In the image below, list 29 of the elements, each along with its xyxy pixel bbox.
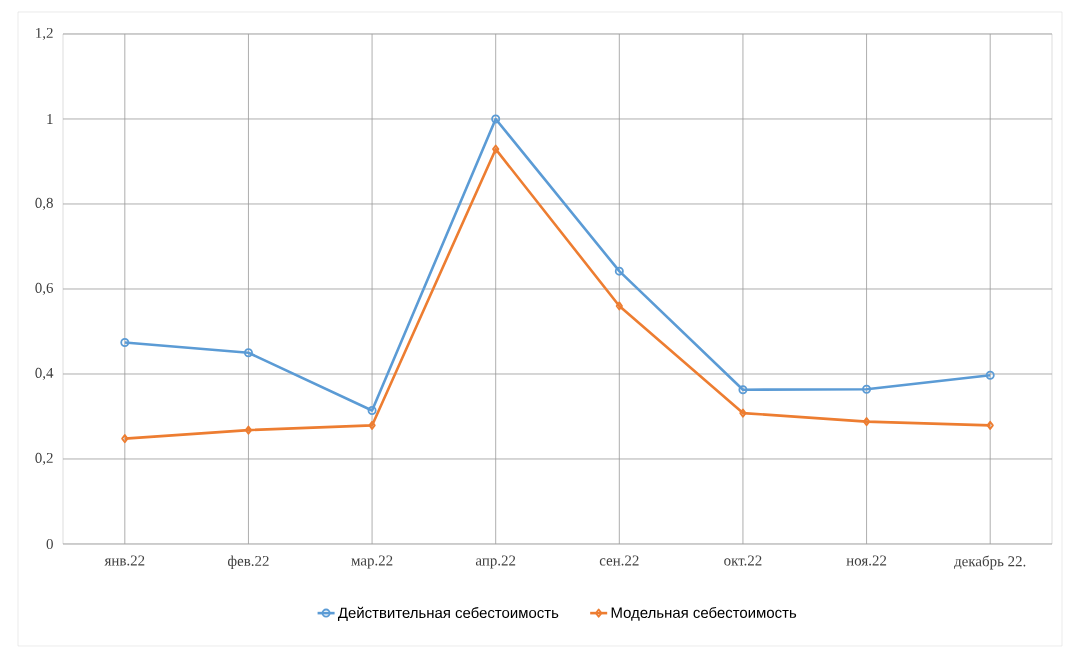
point	[614, 266, 624, 276]
x-tick-label: сен.22	[599, 555, 639, 566]
point	[738, 385, 748, 395]
y-tick-label: 0,6	[35, 282, 54, 296]
point	[491, 114, 501, 124]
point	[739, 408, 747, 418]
point	[615, 301, 623, 311]
point	[492, 144, 500, 154]
x-tick-label: янв.22	[104, 555, 145, 566]
x-tick-label: мар.22	[351, 555, 393, 569]
x-tick-label: фев.22	[227, 555, 269, 570]
y-tick-label: 0,4	[35, 367, 54, 381]
y-tick-label: 1,2	[36, 27, 53, 41]
y-tick-label: 0,8	[35, 197, 53, 211]
point	[243, 348, 253, 358]
point	[244, 425, 253, 435]
x-tick-label: апр.22	[475, 555, 516, 569]
y-tick-label: 0,2	[35, 452, 53, 466]
x-tick-label: окт.22	[724, 555, 762, 566]
point	[862, 384, 872, 394]
x-tick-label: декабрь 22.	[954, 555, 1026, 570]
legend-label: Действительная себестоимость	[337, 606, 559, 621]
point	[862, 417, 871, 427]
x-tick-label: ноя.22	[846, 555, 887, 566]
y-tick-label: 0	[46, 538, 53, 550]
point	[368, 420, 376, 430]
y-tick-label: 1	[47, 114, 53, 124]
legend-label: Модельная себестоимость	[611, 606, 797, 621]
point	[367, 406, 377, 416]
